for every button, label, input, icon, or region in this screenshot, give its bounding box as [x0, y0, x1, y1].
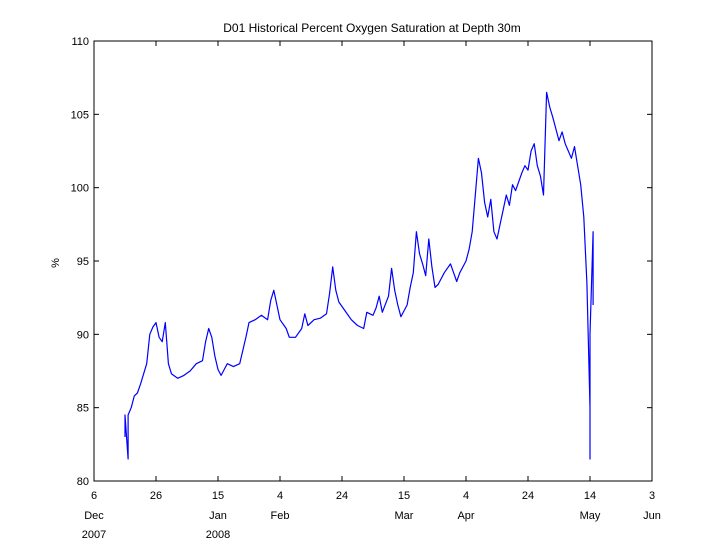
x-tick-label: 4 — [277, 490, 283, 502]
x-tick-label: 6 — [91, 490, 97, 502]
x-tick-label: 3 — [649, 490, 655, 502]
y-axis-label: % — [50, 258, 62, 268]
y-tick-label: 110 — [71, 36, 89, 48]
x-year-label: 2007 — [82, 529, 106, 540]
x-month-label: Feb — [271, 510, 290, 522]
y-tick-label: 105 — [71, 109, 89, 121]
series-layer — [124, 91, 594, 460]
y-axis: 80 85 90 95 100 105 110 — [71, 36, 652, 488]
x-month-label: Jun — [643, 510, 661, 522]
plot-area — [93, 40, 653, 482]
x-month-label: Dec — [84, 510, 104, 522]
x-tick-label: 4 — [463, 490, 469, 502]
x-month-label: Apr — [457, 510, 474, 522]
x-month-label: May — [580, 510, 601, 522]
x-month-label: Jan — [209, 510, 227, 522]
y-tick-label: 90 — [77, 329, 89, 341]
x-year-label: 2008 — [206, 529, 230, 540]
x-month-label: Mar — [395, 510, 414, 522]
y-tick-label: 95 — [77, 256, 89, 268]
x-tick-label: 24 — [336, 490, 348, 502]
x-tick-label: 24 — [522, 490, 534, 502]
x-tick-label: 26 — [150, 490, 162, 502]
x-axis: 6 26 15 4 24 15 4 24 14 3 Dec 2007 Jan 2008 Feb Mar Apr M… — [82, 41, 661, 540]
y-tick-label: 80 — [77, 476, 89, 488]
y-tick-label: 100 — [71, 183, 89, 195]
chart-title: D01 Historical Percent Oxygen Saturation… — [223, 21, 520, 35]
y-tick-label: 85 — [77, 403, 89, 415]
x-tick-label: 15 — [212, 490, 224, 502]
x-tick-label: 14 — [584, 490, 596, 502]
x-tick-label: 15 — [398, 490, 410, 502]
series-line-1 — [124, 91, 594, 460]
